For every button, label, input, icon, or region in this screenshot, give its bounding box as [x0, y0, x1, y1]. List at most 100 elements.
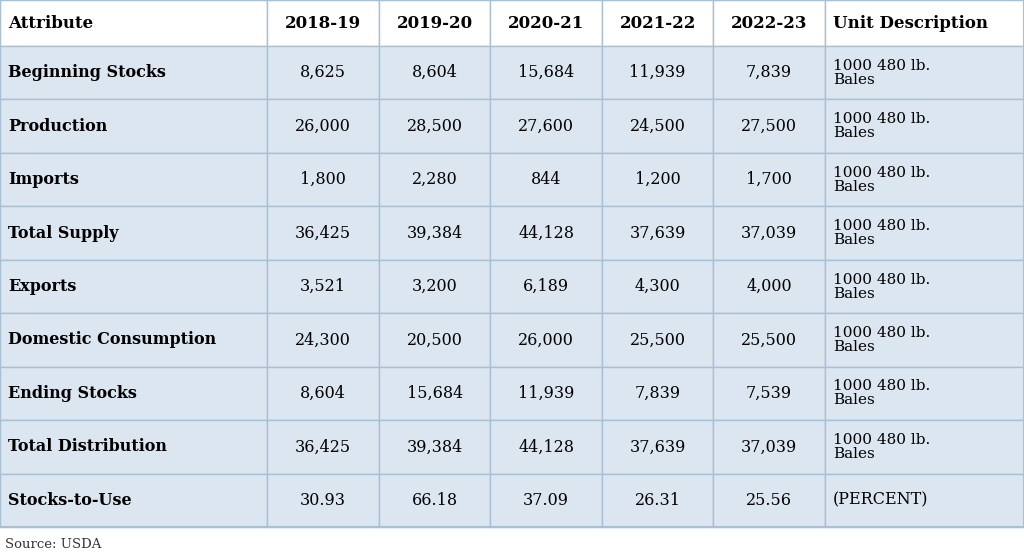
Text: 11,939: 11,939: [518, 385, 574, 402]
Bar: [267, 153, 379, 206]
Text: 37,639: 37,639: [630, 224, 686, 242]
Text: 4,300: 4,300: [635, 278, 681, 295]
Bar: [267, 100, 379, 153]
Bar: [379, 260, 490, 313]
Text: 44,128: 44,128: [518, 224, 574, 242]
Text: 1,800: 1,800: [300, 171, 346, 188]
Bar: [379, 46, 490, 100]
Bar: [602, 367, 714, 420]
Text: 27,500: 27,500: [741, 118, 797, 135]
Bar: [379, 0, 490, 46]
Text: Unit Description: Unit Description: [833, 14, 988, 32]
Text: Production: Production: [8, 118, 108, 135]
Text: (PERCENT): (PERCENT): [833, 492, 929, 509]
Bar: [490, 367, 602, 420]
Bar: [379, 153, 490, 206]
Text: 44,128: 44,128: [518, 438, 574, 455]
Bar: [825, 367, 1024, 420]
Bar: [379, 367, 490, 420]
Text: 27,600: 27,600: [518, 118, 574, 135]
Bar: [0, 473, 267, 527]
Text: 7,539: 7,539: [746, 385, 793, 402]
Bar: [825, 100, 1024, 153]
Text: 2020-21: 2020-21: [508, 14, 585, 32]
Bar: [267, 367, 379, 420]
Text: 36,425: 36,425: [295, 224, 351, 242]
Text: 1000 480 lb.: 1000 480 lb.: [833, 58, 930, 73]
Bar: [0, 46, 267, 100]
Text: 2018-19: 2018-19: [285, 14, 361, 32]
Text: 39,384: 39,384: [407, 224, 463, 242]
Bar: [602, 153, 714, 206]
Text: 36,425: 36,425: [295, 438, 351, 455]
Text: 25,500: 25,500: [630, 331, 686, 349]
Text: 66.18: 66.18: [412, 492, 458, 509]
Text: 844: 844: [530, 171, 561, 188]
Text: 1000 480 lb.: 1000 480 lb.: [833, 379, 930, 393]
Bar: [0, 153, 267, 206]
Bar: [490, 420, 602, 473]
Text: 6,189: 6,189: [523, 278, 569, 295]
Bar: [714, 46, 825, 100]
Text: 4,000: 4,000: [746, 278, 792, 295]
Text: 25.56: 25.56: [746, 492, 793, 509]
Bar: [379, 313, 490, 367]
Bar: [267, 473, 379, 527]
Bar: [267, 313, 379, 367]
Bar: [714, 100, 825, 153]
Bar: [0, 420, 267, 473]
Bar: [825, 153, 1024, 206]
Text: 15,684: 15,684: [518, 64, 574, 81]
Bar: [267, 260, 379, 313]
Bar: [490, 46, 602, 100]
Text: 28,500: 28,500: [407, 118, 463, 135]
Text: 8,625: 8,625: [300, 64, 346, 81]
Bar: [714, 313, 825, 367]
Bar: [490, 473, 602, 527]
Text: 7,839: 7,839: [635, 385, 681, 402]
Text: 20,500: 20,500: [407, 331, 463, 349]
Text: Bales: Bales: [833, 393, 874, 407]
Text: 24,300: 24,300: [295, 331, 351, 349]
Bar: [267, 46, 379, 100]
Bar: [490, 0, 602, 46]
Text: Attribute: Attribute: [8, 14, 93, 32]
Bar: [602, 313, 714, 367]
Bar: [379, 206, 490, 260]
Text: 37,039: 37,039: [741, 224, 798, 242]
Bar: [0, 100, 267, 153]
Bar: [602, 0, 714, 46]
Text: Beginning Stocks: Beginning Stocks: [8, 64, 166, 81]
Text: 8,604: 8,604: [412, 64, 458, 81]
Bar: [714, 367, 825, 420]
Bar: [490, 260, 602, 313]
Text: 1000 480 lb.: 1000 480 lb.: [833, 219, 930, 233]
Bar: [714, 0, 825, 46]
Bar: [0, 367, 267, 420]
Bar: [267, 206, 379, 260]
Bar: [714, 206, 825, 260]
Text: Domestic Consumption: Domestic Consumption: [8, 331, 216, 349]
Text: 26,000: 26,000: [295, 118, 351, 135]
Bar: [825, 0, 1024, 46]
Bar: [267, 420, 379, 473]
Text: Bales: Bales: [833, 126, 874, 140]
Text: 1000 480 lb.: 1000 480 lb.: [833, 112, 930, 126]
Text: 37.09: 37.09: [523, 492, 569, 509]
Bar: [602, 206, 714, 260]
Text: 1000 480 lb.: 1000 480 lb.: [833, 326, 930, 340]
Text: 2021-22: 2021-22: [620, 14, 696, 32]
Text: Bales: Bales: [833, 233, 874, 247]
Bar: [825, 206, 1024, 260]
Bar: [602, 473, 714, 527]
Text: 37,639: 37,639: [630, 438, 686, 455]
Bar: [0, 313, 267, 367]
Text: 39,384: 39,384: [407, 438, 463, 455]
Bar: [602, 420, 714, 473]
Bar: [490, 206, 602, 260]
Bar: [490, 313, 602, 367]
Bar: [0, 260, 267, 313]
Bar: [0, 0, 267, 46]
Text: 1000 480 lb.: 1000 480 lb.: [833, 433, 930, 447]
Bar: [825, 313, 1024, 367]
